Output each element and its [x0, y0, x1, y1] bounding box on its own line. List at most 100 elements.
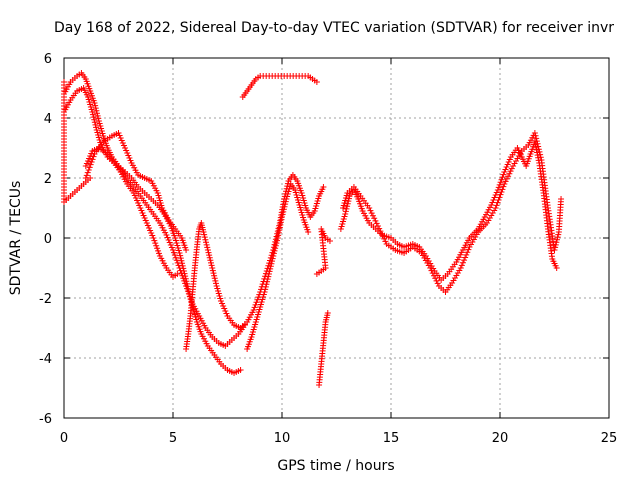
data-point	[345, 198, 352, 205]
data-point	[237, 367, 244, 373]
chart-title: Day 168 of 2022, Sidereal Day-to-day VTE…	[54, 20, 614, 36]
x-tick-label: 10	[274, 431, 291, 446]
data-point	[270, 250, 277, 257]
data-point	[537, 154, 544, 161]
data-marks	[61, 70, 565, 388]
data-point	[252, 301, 259, 308]
data-point	[92, 102, 99, 109]
data-point	[85, 167, 92, 173]
data-point	[377, 228, 384, 235]
data-point	[84, 169, 91, 176]
x-tick-label: 5	[169, 431, 177, 446]
data-point	[155, 247, 162, 254]
data-point	[269, 255, 276, 262]
data-point	[265, 273, 272, 280]
data-point	[263, 281, 270, 288]
data-point	[555, 231, 562, 238]
data-point	[345, 195, 352, 202]
data-point	[211, 272, 218, 279]
data-point	[251, 304, 258, 311]
data-point	[270, 253, 277, 259]
data-point	[265, 271, 272, 277]
data-point	[153, 242, 160, 249]
data-point	[494, 199, 501, 206]
data-point	[151, 237, 158, 244]
data-point	[262, 286, 269, 293]
data-point	[94, 110, 101, 117]
data-point	[459, 259, 466, 266]
data-point	[430, 272, 437, 279]
data-point	[343, 205, 350, 212]
data-point	[207, 259, 214, 266]
y-tick-label: -2	[39, 292, 52, 307]
data-point	[498, 176, 505, 183]
data-point	[505, 173, 512, 180]
data-point	[502, 178, 509, 185]
data-point	[495, 197, 502, 203]
data-point	[272, 242, 279, 249]
data-point	[176, 250, 183, 256]
data-point	[253, 299, 260, 306]
data-point	[175, 262, 182, 269]
data-point	[369, 212, 376, 219]
data-point	[276, 224, 283, 231]
data-point	[201, 231, 208, 238]
data-point	[305, 229, 312, 235]
x-tick-label: 25	[601, 431, 618, 446]
data-point	[264, 278, 271, 285]
data-point	[496, 181, 503, 188]
data-point	[558, 196, 565, 202]
data-point	[272, 245, 279, 252]
data-point	[200, 229, 207, 235]
data-point	[531, 130, 538, 136]
y-tick-label: 2	[44, 172, 52, 187]
y-tick-label: 0	[44, 232, 52, 247]
data-point	[551, 247, 558, 253]
data-point	[368, 210, 375, 217]
data-point	[93, 107, 100, 114]
data-point	[262, 283, 269, 290]
data-point	[184, 285, 191, 292]
data-point	[326, 238, 333, 244]
data-point	[210, 270, 217, 277]
data-point	[535, 143, 542, 150]
data-point	[374, 223, 381, 229]
data-point	[552, 241, 559, 248]
data-point	[95, 115, 102, 122]
data-point	[250, 307, 257, 313]
data-point	[89, 156, 96, 163]
x-tick-label: 20	[492, 431, 509, 446]
data-point	[371, 215, 378, 222]
data-point	[203, 241, 210, 248]
data-point	[170, 249, 177, 256]
data-point	[497, 179, 504, 186]
data-point	[209, 265, 216, 271]
data-point	[492, 205, 499, 211]
data-point	[536, 148, 543, 155]
data-point	[429, 270, 436, 277]
data-point	[344, 200, 351, 207]
data-point	[432, 275, 439, 282]
data-point	[506, 170, 513, 177]
data-point	[266, 268, 273, 275]
data-point	[174, 259, 181, 266]
data-point	[180, 275, 187, 282]
data-point	[202, 236, 209, 243]
data-point	[271, 247, 278, 254]
data-point	[183, 247, 190, 253]
data-point	[372, 217, 379, 224]
data-point	[463, 251, 470, 258]
data-point	[494, 187, 501, 193]
data-point	[201, 234, 208, 241]
data-point	[344, 203, 351, 210]
data-point	[457, 265, 464, 271]
data-point	[86, 164, 93, 171]
data-point	[553, 239, 560, 246]
data-point	[500, 171, 507, 178]
data-point	[203, 239, 210, 246]
data-point	[277, 219, 284, 226]
data-point	[155, 250, 162, 257]
data-point	[282, 201, 289, 208]
y-tick-label: -4	[39, 352, 52, 367]
data-point	[89, 109, 96, 115]
